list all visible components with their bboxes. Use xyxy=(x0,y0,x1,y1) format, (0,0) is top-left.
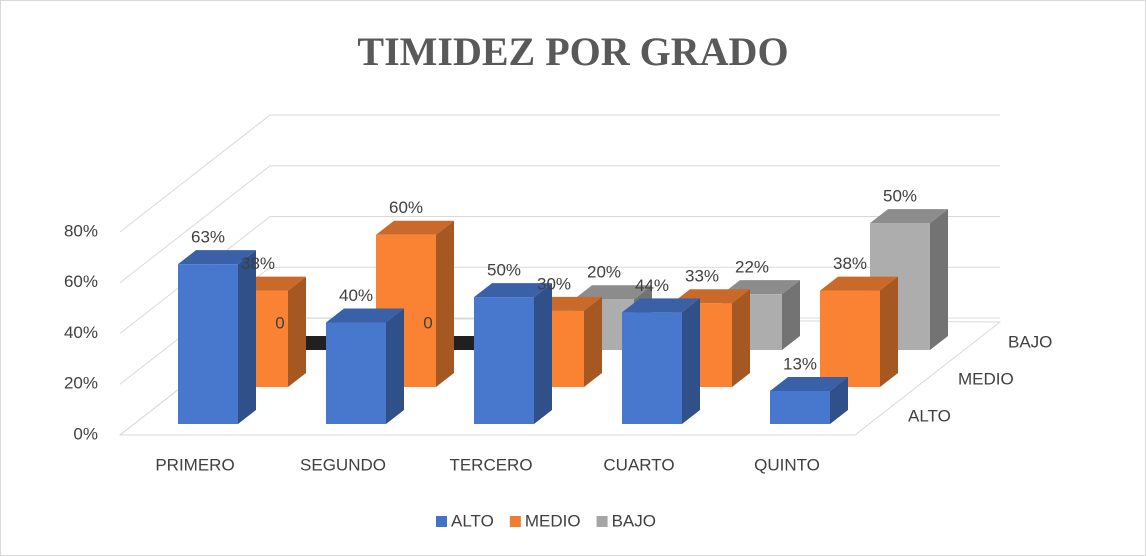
bar-top xyxy=(574,285,652,300)
data-label: 50% xyxy=(487,261,521,280)
x-tick-label: SEGUNDO xyxy=(300,455,386,474)
bar-side xyxy=(584,296,602,387)
bar-side xyxy=(782,280,800,350)
depth-label: MEDIO xyxy=(958,369,1014,388)
bar-front xyxy=(820,290,880,387)
bar-front xyxy=(622,312,682,424)
bar-top xyxy=(770,377,848,392)
data-label: 38% xyxy=(241,254,275,273)
x-tick-label: QUINTO xyxy=(754,455,820,474)
legend-swatch xyxy=(436,516,447,527)
bar-side xyxy=(534,283,552,424)
data-label: 20% xyxy=(587,263,621,282)
bar-top xyxy=(820,276,898,291)
bar-top xyxy=(870,209,948,224)
legend-label: MEDIO xyxy=(525,511,581,530)
legend-swatch xyxy=(596,516,608,527)
bar-top xyxy=(178,250,256,265)
grid-line xyxy=(119,165,1000,284)
bar-side xyxy=(682,298,700,424)
bar-front xyxy=(178,264,238,424)
bar-top xyxy=(376,220,454,235)
bar xyxy=(770,377,848,424)
bar-front xyxy=(770,391,830,424)
y-tick-label: 60% xyxy=(64,272,98,291)
bar-side xyxy=(238,250,256,424)
legend-label: BAJO xyxy=(612,511,656,530)
legend-label: ALTO xyxy=(451,511,494,530)
bar xyxy=(474,283,552,424)
bar-side xyxy=(830,377,848,424)
bar-top xyxy=(326,308,404,323)
bar-side xyxy=(436,220,454,387)
y-tick-label: 20% xyxy=(64,374,98,393)
bar-side xyxy=(732,289,750,387)
bar-top xyxy=(474,283,552,298)
legend-swatch xyxy=(509,516,521,527)
data-label: 13% xyxy=(783,354,817,373)
grid-line xyxy=(119,216,1000,334)
bar xyxy=(178,250,256,424)
data-label: 0 xyxy=(275,313,284,332)
data-label: 30% xyxy=(537,274,571,293)
chart-title: TIMIDEZ POR GRADO xyxy=(357,29,788,74)
data-label: 44% xyxy=(635,276,669,295)
data-label: 50% xyxy=(883,187,917,206)
bar xyxy=(820,276,898,387)
data-label: 38% xyxy=(833,254,867,273)
data-label: 60% xyxy=(389,198,423,217)
data-label: 40% xyxy=(339,286,373,305)
data-label: 33% xyxy=(685,267,719,286)
bar-side xyxy=(288,276,306,387)
depth-label: BAJO xyxy=(1008,332,1052,351)
data-label: 63% xyxy=(191,228,225,247)
y-tick-label: 0% xyxy=(73,424,98,443)
bar-side xyxy=(880,276,898,387)
bar-front xyxy=(326,322,386,424)
data-label: 0 xyxy=(423,313,432,332)
data-label: 22% xyxy=(735,258,769,277)
bar-side xyxy=(386,308,404,424)
y-tick-label: 40% xyxy=(64,323,98,342)
x-tick-label: TERCERO xyxy=(449,455,532,474)
bar xyxy=(326,308,404,424)
bar-top xyxy=(622,298,700,313)
x-tick-label: CUARTO xyxy=(603,455,674,474)
depth-label: ALTO xyxy=(908,406,951,425)
bar xyxy=(622,298,700,424)
x-tick-label: PRIMERO xyxy=(155,455,234,474)
bar-front xyxy=(474,297,534,424)
y-tick-label: 80% xyxy=(64,221,98,240)
grid-line xyxy=(119,266,1000,385)
grid-line xyxy=(119,114,1000,233)
bar-side xyxy=(930,209,948,350)
